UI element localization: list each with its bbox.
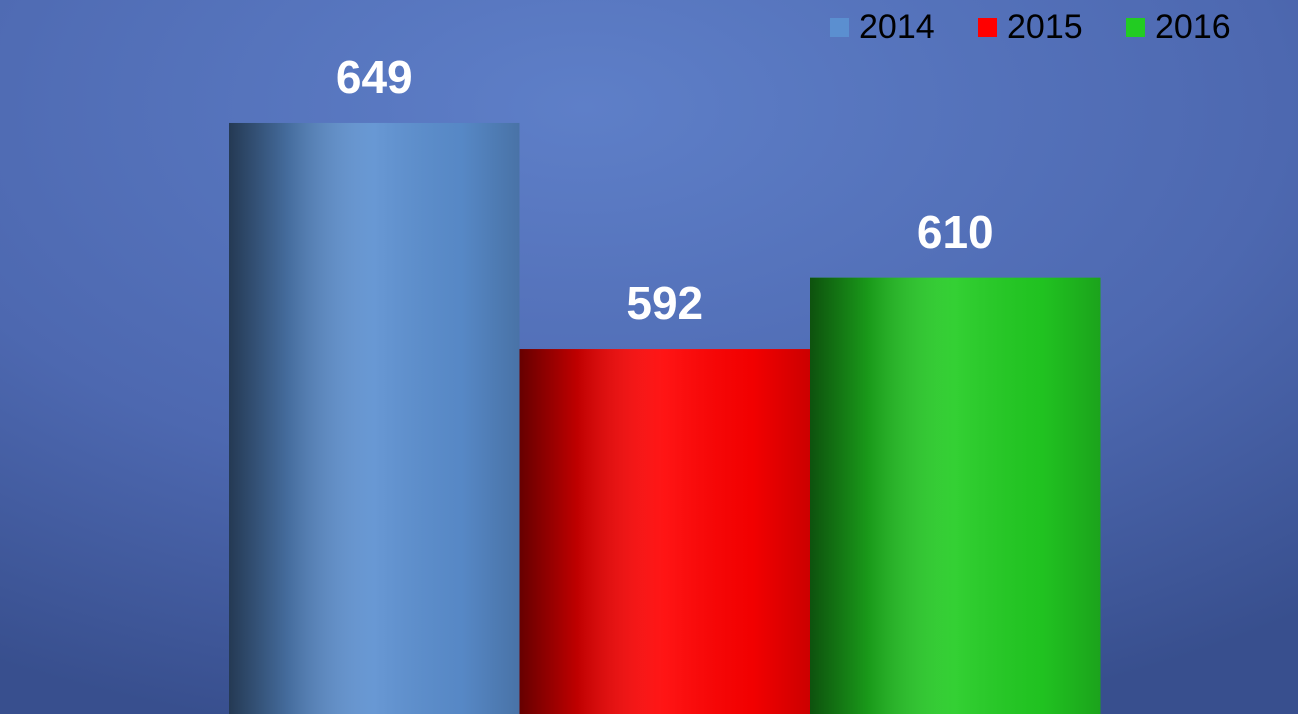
value-label: 610 — [917, 206, 994, 258]
legend-text: 2014 — [859, 8, 935, 46]
bar-shading — [519, 349, 810, 714]
value-label: 649 — [336, 51, 413, 103]
bar-shading — [810, 277, 1101, 714]
legend-swatch — [830, 18, 849, 37]
legend-text: 2015 — [1007, 8, 1083, 46]
legend-swatch — [1126, 18, 1145, 37]
legend-swatch — [978, 18, 997, 37]
legend-text: 2016 — [1155, 8, 1231, 46]
value-label: 592 — [626, 277, 703, 329]
bar-shading — [229, 122, 520, 714]
